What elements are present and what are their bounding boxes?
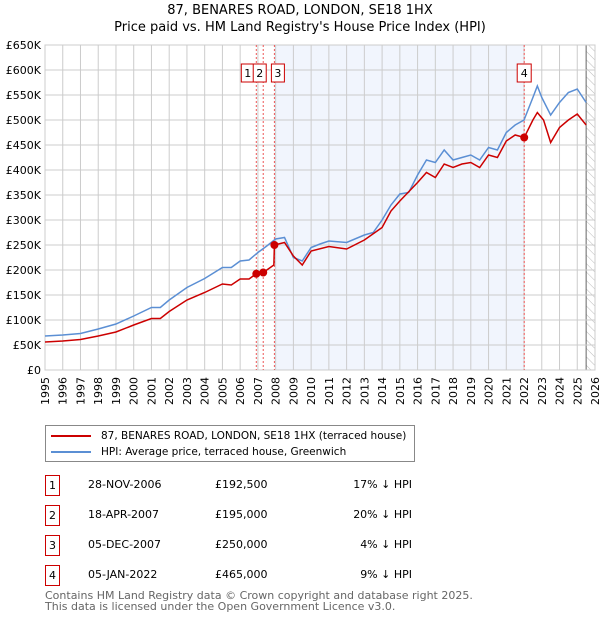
y-tick-label: £650K <box>6 39 42 52</box>
title-line-1: 87, BENARES ROAD, LONDON, SE18 1HX <box>167 3 433 18</box>
sale-hpi-diff: 17% ↓ HPI <box>353 478 412 491</box>
x-tick-label: 2001 <box>145 377 158 405</box>
footer: Contains HM Land Registry data © Crown c… <box>45 590 473 612</box>
x-tick-label: 2017 <box>429 377 442 405</box>
y-tick-label: £150K <box>6 289 42 302</box>
x-tick-label: 2024 <box>554 377 567 405</box>
sale-hpi-diff: 4% ↓ HPI <box>360 538 412 551</box>
y-tick-label: £500K <box>6 114 42 127</box>
y-tick-label: £200K <box>6 264 42 277</box>
x-tick-label: 1999 <box>110 377 123 405</box>
sale-row: 4 05-JAN-2022 £465,000 9% ↓ HPI <box>45 565 445 586</box>
sale-number: 2 <box>45 505 60 526</box>
y-tick-label: £400K <box>6 164 42 177</box>
sale-label-box <box>270 63 285 83</box>
sale-date: 05-DEC-2007 <box>88 538 162 551</box>
y-tick-label: £100K <box>6 314 42 327</box>
y-tick-label: £0 <box>27 364 41 377</box>
x-tick-label: 2003 <box>181 377 194 405</box>
x-tick-label: 1997 <box>74 377 87 405</box>
legend-label: 87, BENARES ROAD, LONDON, SE18 1HX (terr… <box>101 430 407 442</box>
y-tick-label: £50K <box>13 339 42 352</box>
plot-area: 1995 1996 1997 1998 1999 2000 2001 2002 2003 2004… <box>6 39 600 405</box>
footer-line-2: This data is licensed under the Open Gov… <box>45 600 396 613</box>
y-tick-label: £350K <box>6 189 42 202</box>
x-tick-label: 2008 <box>270 377 283 405</box>
title-line-2: Price paid vs. HM Land Registry's House … <box>114 20 486 35</box>
x-tick-label: 2018 <box>447 377 460 405</box>
x-tick-label: 2011 <box>323 377 336 405</box>
x-tick-label: 2019 <box>465 377 478 405</box>
sale-price: £195,000 <box>215 508 268 521</box>
sale-label: 4 <box>521 67 528 80</box>
sale-price: £250,000 <box>215 538 268 551</box>
sale-label: 1 <box>244 67 251 80</box>
footer-line-1: Contains HM Land Registry data © Crown c… <box>45 589 473 602</box>
sale-hpi-diff: 20% ↓ HPI <box>353 508 412 521</box>
y-tick-label: £250K <box>6 239 42 252</box>
x-tick-label: 2022 <box>518 377 531 405</box>
x-tick-label: 1996 <box>57 377 70 405</box>
sale-number: 1 <box>45 475 60 496</box>
sale-point <box>520 133 529 142</box>
sale-row: 3 05-DEC-2007 £250,000 4% ↓ HPI <box>45 535 445 556</box>
sale-label: 2 <box>256 67 263 80</box>
sale-row: 2 18-APR-2007 £195,000 20% ↓ HPI <box>45 505 445 526</box>
legend: 87, BENARES ROAD, LONDON, SE18 1HX (terr… <box>45 425 415 462</box>
x-tick-label: 2015 <box>394 377 407 405</box>
x-tick-label: 2004 <box>199 377 212 405</box>
x-tick-label: 2002 <box>163 377 176 405</box>
plot-border <box>44 44 596 371</box>
sale-label-box <box>516 63 532 83</box>
sale-row: 1 28-NOV-2006 £192,500 17% ↓ HPI <box>45 475 445 496</box>
legend-item-hpi: HPI: Average price, terraced house, Gree… <box>51 444 346 460</box>
sale-date: 28-NOV-2006 <box>88 478 162 491</box>
x-tick-label: 2021 <box>500 377 513 405</box>
sale-price: £465,000 <box>215 568 268 581</box>
shaded-period <box>274 45 525 370</box>
x-tick-label: 1998 <box>92 377 105 405</box>
y-tick-label: £550K <box>6 89 42 102</box>
sale-point <box>252 269 261 278</box>
sale-date: 05-JAN-2022 <box>88 568 158 581</box>
legend-label: HPI: Average price, terraced house, Gree… <box>101 446 347 458</box>
x-tick-label: 2010 <box>305 377 318 405</box>
sale-point <box>270 241 279 249</box>
x-tick-label: 2020 <box>483 377 496 405</box>
sale-point <box>259 268 268 277</box>
y-tick-label: £450K <box>6 139 42 152</box>
x-tick-label: 2000 <box>128 377 141 405</box>
series-line-hpi <box>44 83 587 337</box>
x-tick-label: 2016 <box>412 377 425 405</box>
y-tick-label: £600K <box>6 64 42 77</box>
forecast-hatch <box>586 45 595 370</box>
sale-number: 4 <box>45 565 60 586</box>
x-tick-label: 2007 <box>252 377 265 405</box>
x-tick-label: 2006 <box>234 377 247 405</box>
x-tick-label: 2026 <box>589 377 600 405</box>
sale-date: 18-APR-2007 <box>88 508 160 521</box>
sale-hpi-diff: 9% ↓ HPI <box>360 568 412 581</box>
x-tick-label: 2025 <box>571 377 584 405</box>
legend-item-property: 87, BENARES ROAD, LONDON, SE18 1HX (terr… <box>51 428 406 444</box>
x-tick-label: 2023 <box>536 377 549 405</box>
sale-number: 3 <box>45 535 60 556</box>
x-tick-label: 1995 <box>39 377 52 405</box>
x-tick-label: 2014 <box>376 377 389 405</box>
sale-price: £192,500 <box>215 478 268 491</box>
x-tick-label: 2012 <box>341 377 354 405</box>
y-tick-label: £300K <box>6 214 42 227</box>
x-tick-label: 2009 <box>287 377 300 405</box>
x-tick-label: 2005 <box>216 377 229 405</box>
chart-title: 87, BENARES ROAD, LONDON, SE18 1HX Price … <box>0 2 600 36</box>
sale-label: 3 <box>274 67 281 80</box>
sale-label-box <box>252 63 267 83</box>
x-tick-label: 2013 <box>358 377 371 405</box>
